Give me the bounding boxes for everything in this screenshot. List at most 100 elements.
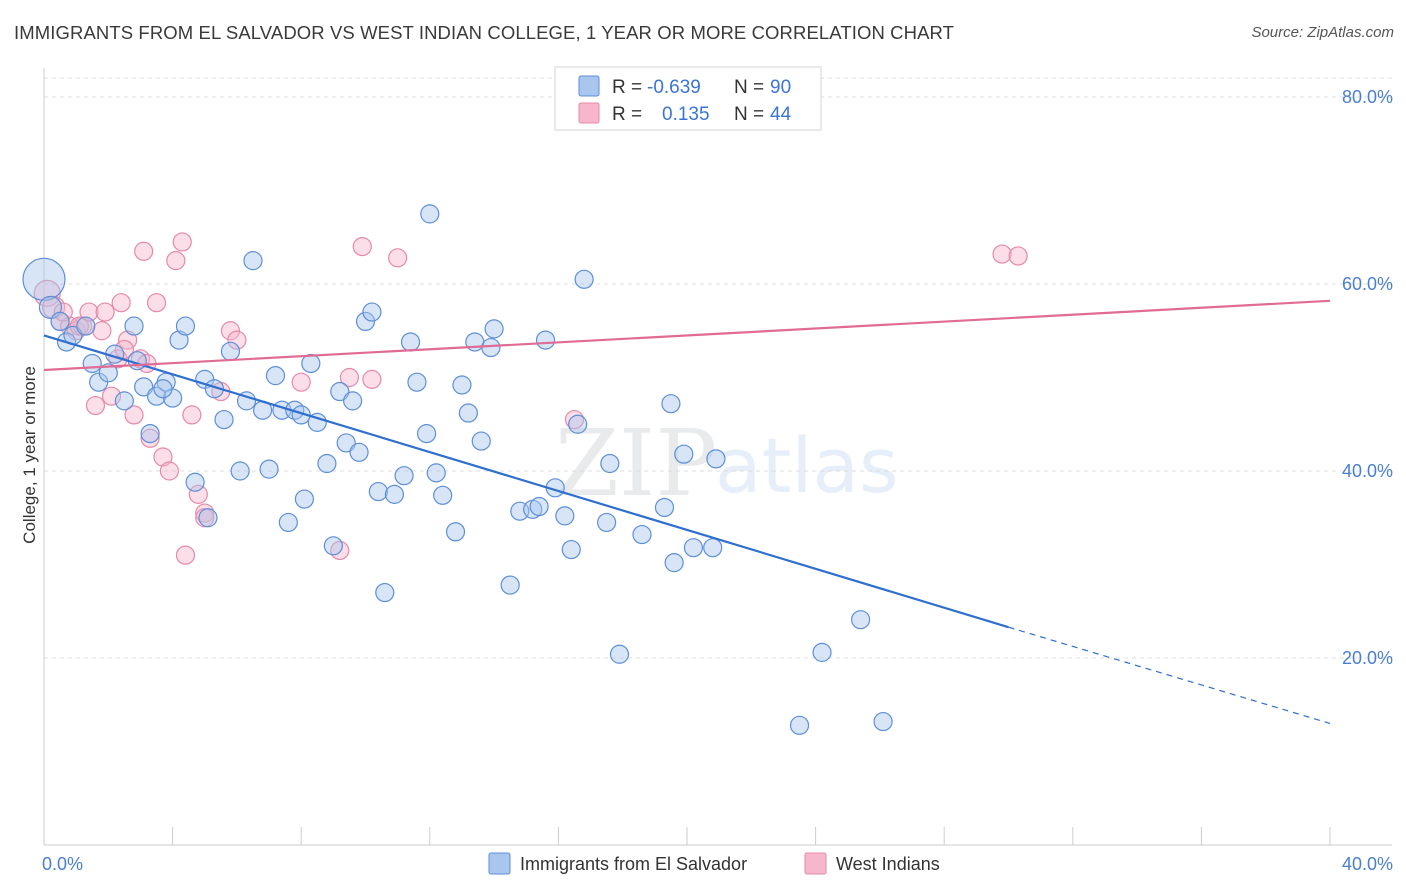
point-west-indians-25	[188, 484, 208, 504]
point-el-salvador-5	[76, 316, 96, 336]
point-el-salvador-59	[458, 403, 478, 423]
legend-n-label-2: N =	[734, 104, 764, 125]
point-west-indians-6	[79, 302, 99, 322]
trend-west-indians	[43, 299, 1331, 372]
point-el-salvador-18	[169, 330, 189, 350]
bottom-legend-swatch-pink	[804, 852, 827, 875]
correlation-legend: R = -0.639 N = 90 R = 0.135 N = 44	[554, 66, 822, 131]
chart-title: IMMIGRANTS FROM EL SALVADOR VS WEST INDI…	[14, 22, 955, 43]
legend-r-label-1: R =	[612, 77, 642, 98]
point-el-salvador-39	[317, 453, 337, 474]
point-west-indians-39	[1008, 246, 1028, 266]
point-el-salvador-77	[632, 524, 652, 545]
point-el-salvador-58	[452, 375, 472, 395]
trend-el-salvador-solid	[43, 334, 1009, 629]
point-el-salvador-0	[22, 257, 66, 301]
axes	[43, 68, 1392, 846]
point-el-salvador-20	[185, 472, 205, 492]
y-tick-label-80: 80.0%	[1342, 87, 1393, 107]
point-el-salvador-11	[124, 316, 144, 336]
point-west-indians-21	[166, 251, 186, 271]
bottom-legend-label-el-salvador: Immigrants from El Salvador	[520, 854, 747, 874]
point-el-salvador-2	[50, 311, 70, 331]
point-el-salvador-10	[114, 391, 134, 411]
point-west-indians-17	[140, 428, 160, 448]
point-el-salvador-87	[851, 610, 871, 630]
point-el-salvador-74	[597, 512, 617, 533]
point-west-indians-41	[69, 316, 89, 336]
point-west-indians-36	[388, 248, 408, 268]
point-el-salvador-57	[445, 522, 466, 542]
point-el-salvador-62	[481, 337, 501, 358]
point-el-salvador-75	[609, 644, 630, 664]
point-el-salvador-26	[230, 461, 250, 481]
point-el-salvador-49	[384, 484, 405, 504]
point-el-salvador-13	[134, 377, 154, 397]
y-tick-label-60: 60.0%	[1342, 274, 1393, 294]
point-el-salvador-68	[535, 330, 556, 350]
point-el-salvador-51	[400, 332, 421, 352]
y-axis-label: College, 1 year or more	[20, 366, 39, 544]
point-el-salvador-46	[362, 302, 382, 322]
point-el-salvador-80	[661, 394, 681, 414]
point-el-salvador-53	[416, 424, 437, 444]
point-el-salvador-52	[407, 372, 427, 392]
legend-n-label-1: N =	[734, 77, 764, 98]
y-tick-label-20: 20.0%	[1342, 648, 1393, 668]
point-el-salvador-79	[654, 497, 675, 518]
point-el-salvador-63	[484, 319, 504, 339]
legend-r-label-2: R =	[612, 104, 642, 125]
point-el-salvador-84	[706, 449, 726, 469]
point-west-indians-30	[227, 330, 247, 350]
point-west-indians-18	[146, 293, 167, 313]
point-el-salvador-61	[471, 431, 491, 451]
point-el-salvador-48	[375, 582, 395, 603]
point-el-salvador-76	[600, 453, 620, 474]
point-el-salvador-70	[555, 506, 575, 526]
point-el-salvador-40	[323, 536, 343, 556]
point-el-salvador-55	[426, 463, 446, 483]
point-west-indians-33	[339, 367, 360, 388]
legend-swatch-blue	[578, 75, 600, 97]
point-el-salvador-73	[574, 269, 594, 289]
point-el-salvador-41	[330, 381, 350, 402]
point-west-indians-29	[220, 321, 241, 341]
point-west-indians-7	[85, 395, 106, 416]
legend-r-value-2: 0.135	[662, 104, 710, 125]
point-el-salvador-54	[420, 204, 440, 224]
legend-r-value-1: -0.639	[647, 77, 701, 98]
series-el-salvador-points	[22, 204, 893, 735]
point-el-salvador-28	[243, 251, 263, 271]
point-el-salvador-43	[343, 391, 363, 411]
point-west-indians-38	[992, 244, 1012, 264]
point-el-salvador-37	[301, 353, 321, 374]
point-west-indians-22	[172, 232, 192, 252]
point-el-salvador-31	[265, 366, 286, 386]
series-legend: Immigrants from El Salvador West Indians	[488, 852, 940, 875]
point-el-salvador-38	[307, 412, 327, 432]
point-el-salvador-36	[294, 489, 315, 509]
point-west-indians-42	[114, 339, 134, 360]
point-el-salvador-25	[220, 341, 241, 361]
point-el-salvador-22	[198, 508, 218, 528]
point-west-indians-24	[182, 405, 202, 425]
point-el-salvador-67	[529, 496, 549, 517]
point-el-salvador-82	[683, 538, 704, 558]
point-el-salvador-81	[674, 444, 694, 464]
point-west-indians-19	[153, 447, 173, 467]
point-el-salvador-78	[664, 553, 684, 573]
point-el-salvador-42	[336, 433, 356, 453]
point-el-salvador-47	[368, 481, 388, 502]
point-el-salvador-88	[873, 711, 893, 732]
trend-el-salvador-dashed	[1008, 626, 1331, 725]
trend-lines	[43, 299, 1331, 725]
point-west-indians-10	[101, 386, 122, 406]
grid-lines	[44, 77, 1392, 659]
point-west-indians-14	[124, 405, 144, 425]
y-tick-label-40: 40.0%	[1342, 461, 1393, 481]
point-west-indians-12	[111, 293, 131, 313]
point-west-indians-35	[362, 369, 382, 389]
point-west-indians-31	[291, 372, 311, 392]
point-el-salvador-15	[146, 386, 167, 406]
